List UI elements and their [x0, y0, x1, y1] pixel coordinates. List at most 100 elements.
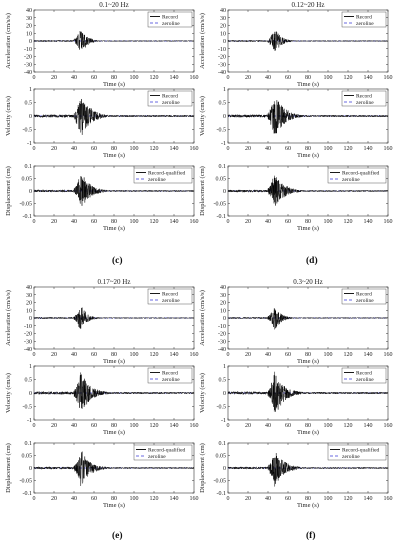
y-tick-label: -40 — [24, 347, 32, 353]
x-tick-label: 0 — [227, 146, 230, 152]
x-axis-label: Time (s) — [297, 81, 319, 88]
chart-title: 0.17~20 Hz — [98, 278, 131, 286]
x-tick-label: 20 — [245, 496, 251, 502]
x-tick-label: 60 — [91, 352, 97, 358]
y-tick-label: 40 — [220, 285, 226, 291]
record-series — [33, 372, 195, 409]
x-tick-label: 80 — [111, 496, 117, 502]
x-tick-label: 160 — [384, 496, 393, 502]
x-axis-label: Time (s) — [103, 502, 125, 509]
panel-label-c: (c) — [112, 256, 123, 266]
y-tick-label: -0.5 — [23, 128, 33, 134]
y-tick-label: 0 — [29, 39, 32, 45]
x-tick-label: 60 — [91, 75, 97, 81]
y-axis-label: Displacement (cm) — [199, 443, 206, 493]
x-axis-label: Time (s) — [297, 152, 319, 159]
y-tick-label: 10 — [220, 31, 226, 37]
x-tick-label: 0 — [227, 219, 230, 225]
x-tick-label: 100 — [324, 219, 333, 225]
x-axis-label: Time (s) — [297, 502, 319, 509]
legend-box — [133, 167, 193, 184]
record-series — [33, 176, 195, 206]
y-tick-label: 0.5 — [219, 101, 227, 107]
y-tick-label: -1 — [221, 141, 226, 147]
y-axis-label: Acceleration (cm/s/s) — [5, 290, 12, 346]
y-axis-label: Displacement (cm) — [199, 166, 206, 216]
x-axis-label: Time (s) — [297, 358, 319, 365]
chart-f-acc: 0.3~20 Hz0 20 40 60 80 100 120 140 160-40-30-20-… — [199, 278, 393, 365]
x-tick-label: 60 — [91, 496, 97, 502]
y-tick-label: 20 — [26, 24, 32, 30]
y-tick-label: 10 — [26, 31, 32, 37]
x-tick-label: 140 — [170, 423, 179, 429]
legend-label-zeroline: zeroline — [342, 454, 360, 460]
y-tick-label: -10 — [24, 47, 32, 53]
x-tick-label: 120 — [344, 146, 353, 152]
y-tick-label: -0.1 — [217, 491, 227, 497]
y-tick-label: -30 — [24, 339, 32, 345]
x-tick-label: 20 — [51, 423, 57, 429]
y-tick-label: -0.1 — [217, 214, 227, 220]
legend-label-record: Record — [162, 371, 178, 377]
y-tick-label: -30 — [218, 339, 226, 345]
x-tick-label: 160 — [384, 352, 393, 358]
x-tick-label: 0 — [227, 496, 230, 502]
legend-box — [133, 444, 193, 461]
record-series — [227, 308, 389, 330]
record-series — [33, 98, 195, 135]
chart-c-vel: 0 20 40 60 80 100 120 140 160 -1 -0.5 0 0.5 1 Time (s)… — [5, 87, 199, 159]
y-tick-label: -40 — [218, 70, 226, 76]
chart-d-dis: 0 20 40 60 80 100 120 140 160 -0.1 -0.05 0 0.05 0.1 Ti… — [199, 164, 393, 232]
x-tick-label: 80 — [111, 423, 117, 429]
y-tick-label: 1 — [223, 87, 226, 93]
y-tick-label: -0.1 — [23, 214, 33, 220]
x-tick-label: 20 — [245, 423, 251, 429]
y-tick-label: -10 — [24, 324, 32, 330]
legend-label-zeroline: zeroline — [162, 21, 180, 27]
legend-label-zeroline: zeroline — [356, 298, 374, 304]
x-tick-label: 120 — [150, 146, 159, 152]
panel-label-e: (e) — [112, 531, 123, 541]
x-tick-label: 60 — [91, 219, 97, 225]
x-axis-label: Time (s) — [103, 429, 125, 436]
y-tick-label: 0 — [29, 466, 32, 472]
chart-title: 0.12~20 Hz — [292, 1, 325, 9]
x-tick-label: 120 — [344, 352, 353, 358]
chart-f-vel: 0 20 40 60 80 100 120 140 160 -1 -0.5 0 0.5 1 Time (s)… — [199, 364, 393, 436]
chart-e-acc: 0.17~20 Hz0 20 40 60 80 100 120 140 160-40-30-20… — [5, 278, 199, 365]
x-tick-label: 160 — [190, 219, 199, 225]
legend-label-record: Record-qualified — [342, 170, 380, 177]
y-tick-label: -0.05 — [20, 202, 33, 208]
y-tick-label: 40 — [26, 285, 32, 291]
x-tick-label: 100 — [130, 352, 139, 358]
legend-box — [341, 90, 387, 107]
chart-d-vel: 0 20 40 60 80 100 120 140 160 -1 -0.5 0 0.5 1 Time (s)… — [199, 87, 393, 159]
x-tick-label: 0 — [227, 423, 230, 429]
x-tick-label: 100 — [324, 423, 333, 429]
x-tick-label: 40 — [71, 352, 77, 358]
chart-f-dis: 0 20 40 60 80 100 120 140 160 -0.1 -0.05 0 0.05 0.1 Ti… — [199, 441, 393, 509]
y-tick-label: 0.1 — [25, 164, 33, 170]
x-tick-label: 140 — [170, 219, 179, 225]
legend-box — [147, 90, 193, 107]
x-tick-label: 80 — [111, 352, 117, 358]
legend-label-zeroline: zeroline — [148, 454, 166, 460]
panel-label-d: (d) — [306, 256, 318, 266]
x-tick-label: 80 — [111, 146, 117, 152]
y-tick-label: -0.5 — [217, 128, 227, 134]
x-tick-label: 60 — [285, 423, 291, 429]
legend-box — [327, 167, 387, 184]
legend-label-record: Record — [356, 371, 372, 377]
x-tick-label: 120 — [344, 219, 353, 225]
x-tick-label: 40 — [265, 496, 271, 502]
y-axis-label: Acceleration (cm/s/s) — [199, 290, 206, 346]
x-tick-label: 40 — [71, 219, 77, 225]
x-tick-label: 100 — [324, 146, 333, 152]
y-tick-label: -20 — [218, 55, 226, 61]
legend-label-record: Record — [356, 292, 372, 298]
legend-box — [341, 288, 387, 305]
x-tick-label: 60 — [285, 146, 291, 152]
x-tick-label: 20 — [245, 352, 251, 358]
y-tick-label: 0 — [29, 316, 32, 322]
